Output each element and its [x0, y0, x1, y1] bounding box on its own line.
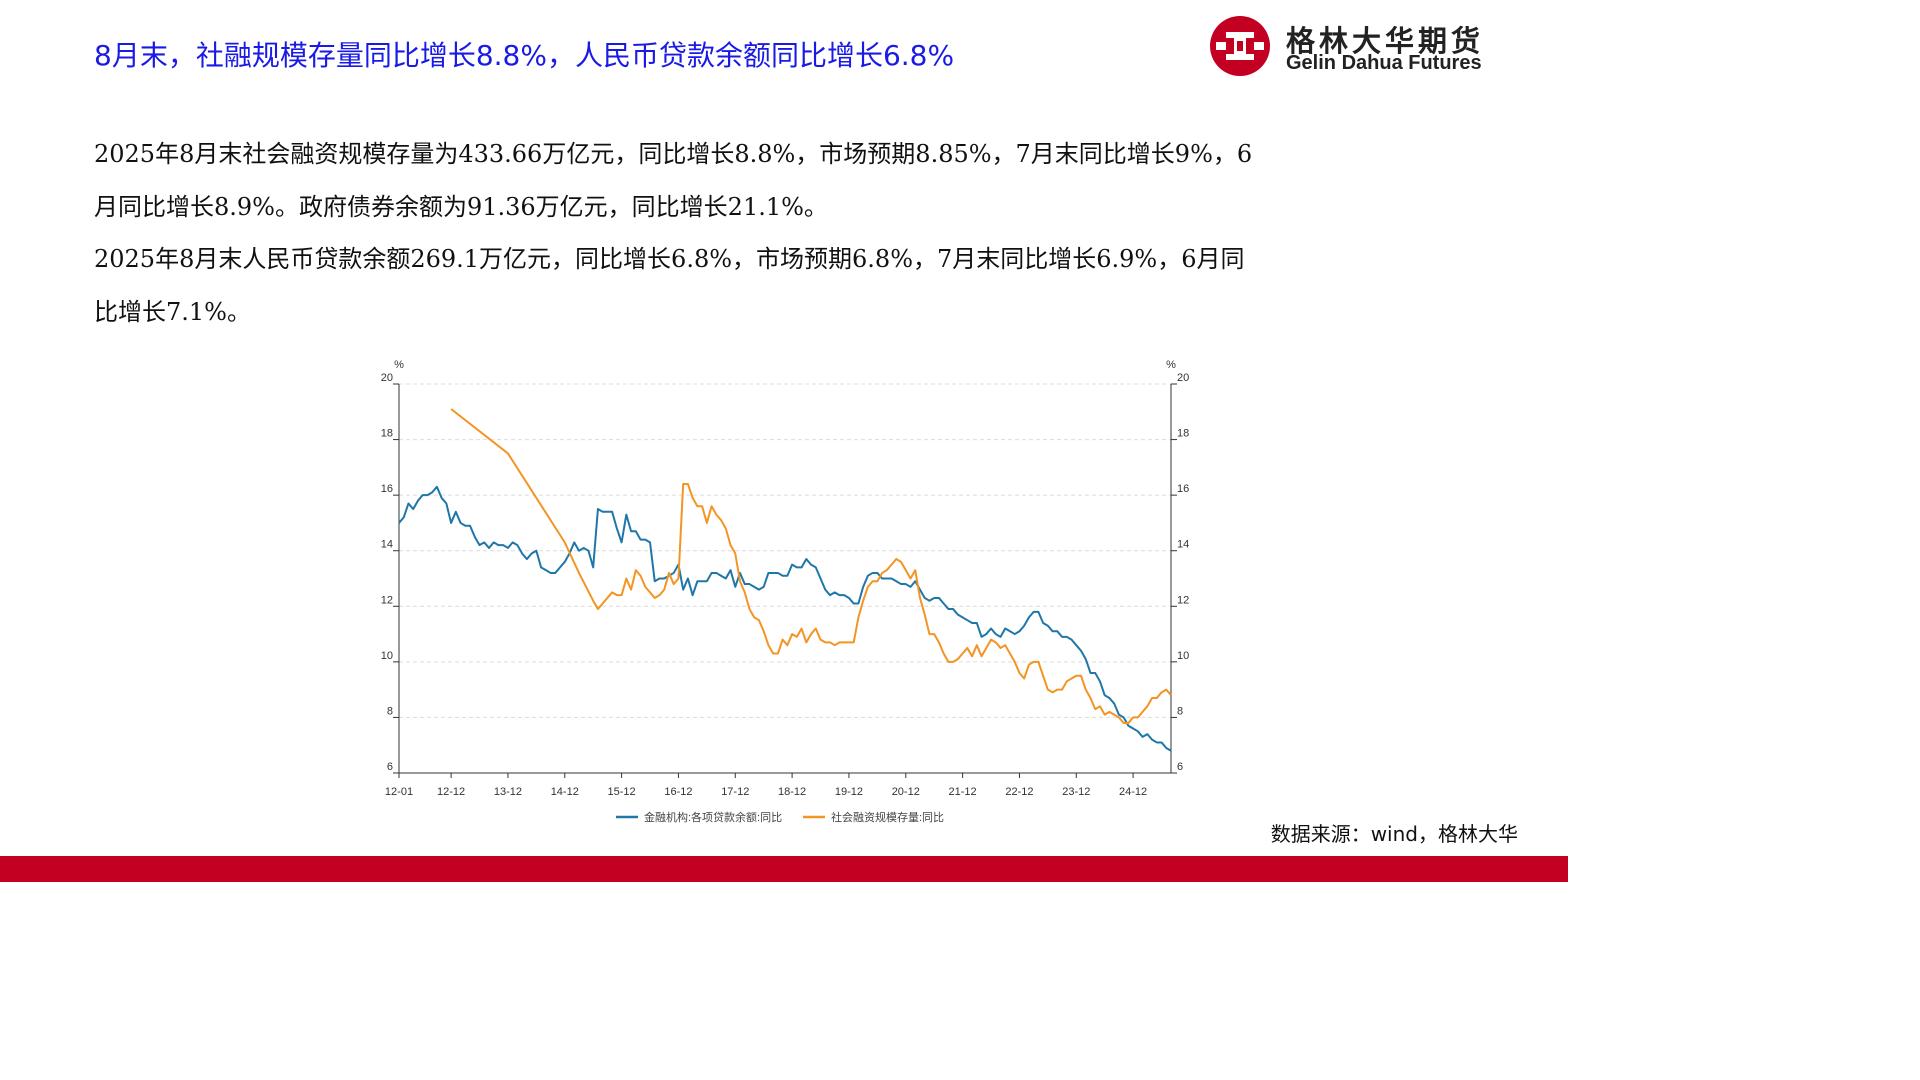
y-tick-label-left: 6 [387, 761, 393, 773]
body-text: 2025年8月末社会融资规模存量为433.66万亿元，同比增长8.8%，市场预期… [94, 128, 1434, 338]
logo-name-cn: 格林大华期货 [1286, 24, 1485, 58]
y-tick-label-left: 12 [381, 594, 393, 606]
line-chart: % % 6 6 8 8 10 10 12 12 14 14 16 16 18 18 20 20 12-01 12-12… [381, 359, 1190, 824]
x-tick-label: 14-12 [551, 786, 579, 798]
x-tick-label: 24-12 [1119, 786, 1147, 798]
y-tick-label-left: 20 [381, 372, 393, 384]
y-tick-label-left: 16 [381, 483, 393, 495]
page-title: 8月末，社融规模存量同比增长8.8%，人民币贷款余额同比增长6.8% [94, 39, 955, 72]
y-tick-label-right: 14 [1177, 539, 1189, 551]
x-tick-label: 12-12 [437, 786, 465, 798]
x-tick-label: 15-12 [608, 786, 636, 798]
chart-container: %% 6 6 8 8 10 10 12 12 14 14 16 16 18 18 20 20 12-01 12-12… [370, 350, 1210, 840]
x-tick-label: 18-12 [778, 786, 806, 798]
y-tick-label-right: 12 [1177, 594, 1189, 606]
y-tick-label-left: 8 [387, 705, 393, 717]
y-tick-label-right: 10 [1177, 650, 1189, 662]
x-tick-label: 19-12 [835, 786, 863, 798]
x-tick-label: 21-12 [949, 786, 977, 798]
x-tick-label: 22-12 [1005, 786, 1033, 798]
y-tick-label-left: 14 [381, 539, 393, 551]
x-tick-label: 13-12 [494, 786, 522, 798]
y-unit-left: % [394, 359, 404, 371]
legend-tsf-label: 社会融资规模存量:同比 [831, 810, 944, 824]
x-tick-label: 23-12 [1062, 786, 1090, 798]
paragraph-line: 月同比增长8.9%。政府债券余额为91.36万亿元，同比增长21.1%。 [94, 192, 828, 221]
y-tick-label-right: 16 [1177, 483, 1189, 495]
x-tick-label: 12-01 [385, 786, 413, 798]
y-tick-label-right: 18 [1177, 428, 1189, 440]
y-tick-label-left: 18 [381, 428, 393, 440]
series-line-tsf [450, 408, 1172, 724]
y-unit-right: % [1166, 359, 1176, 371]
data-source-note: 数据来源：wind，格林大华 [1270, 822, 1518, 846]
x-tick-label: 16-12 [664, 786, 692, 798]
logo-emblem-icon [1210, 16, 1270, 76]
x-tick-label: 20-12 [892, 786, 920, 798]
y-tick-label-right: 20 [1177, 372, 1189, 384]
y-tick-label-right: 6 [1177, 761, 1183, 773]
paragraph-line: 2025年8月末人民币贷款余额269.1万亿元，同比增长6.8%，市场预期6.8… [94, 245, 1245, 273]
x-tick-label: 17-12 [721, 786, 749, 798]
company-logo: 格林大华期货 Gelin Dahua Futures [1204, 14, 1544, 78]
paragraph-line: 2025年8月末社会融资规模存量为433.66万亿元，同比增长8.8%，市场预期… [94, 140, 1253, 168]
series-line-loans [398, 485, 1172, 752]
y-tick-label-left: 10 [381, 650, 393, 662]
logo-name-en: Gelin Dahua Futures [1286, 52, 1482, 74]
paragraph-line: 比增长7.1%。 [94, 297, 251, 326]
y-tick-label-right: 8 [1177, 705, 1183, 717]
footer-bar [0, 856, 1568, 882]
legend-loans-label: 金融机构:各项贷款余额:同比 [644, 810, 782, 824]
